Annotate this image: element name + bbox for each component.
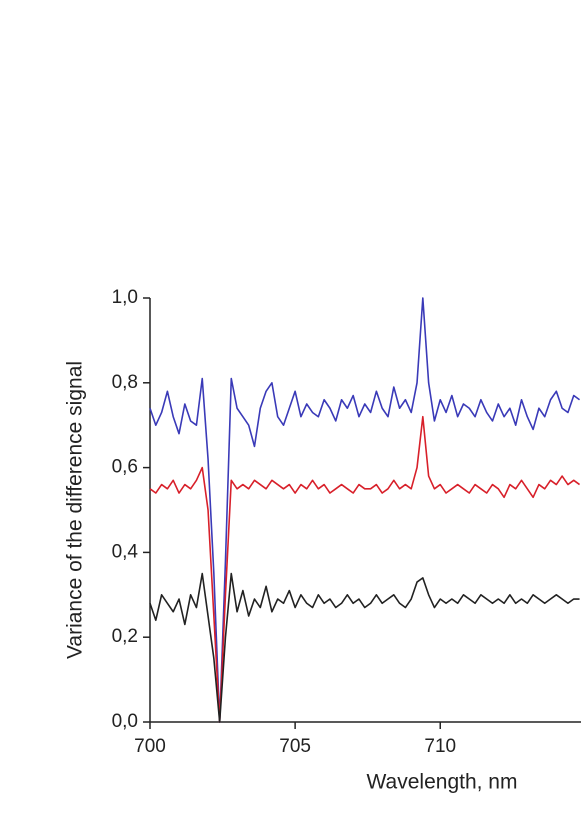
x-tick-label: 705 <box>279 736 311 757</box>
series-line <box>149 415 581 723</box>
x-axis-label: Wavelength, nm <box>367 771 518 794</box>
x-tick-label: 700 <box>134 736 166 757</box>
series-line <box>149 572 580 723</box>
y-tick-label: 0,0 <box>112 711 138 732</box>
y-tick-label: 1,0 <box>112 287 138 308</box>
y-tick-label: 0,8 <box>112 372 138 393</box>
y-tick-label: 0,2 <box>112 626 138 647</box>
x-tick-label: 710 <box>424 736 456 757</box>
y-axis-label: Variance of the difference signal <box>64 361 87 659</box>
y-tick-label: 0,6 <box>112 457 138 478</box>
y-tick-label: 0,4 <box>112 541 139 562</box>
